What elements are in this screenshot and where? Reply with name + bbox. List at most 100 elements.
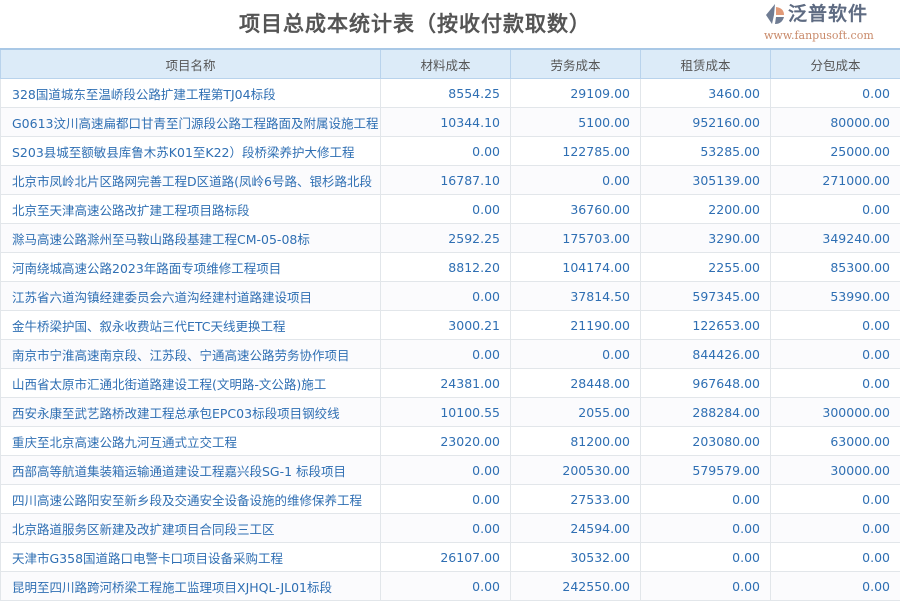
cell-project-name[interactable]: 西安永康至武艺路桥改建工程总承包EPC03标段项目钢绞线 <box>1 398 381 427</box>
cell-material-cost: 0.00 <box>381 456 511 485</box>
cell-labor-cost: 200530.00 <box>511 456 641 485</box>
cell-subcontract-cost: 271000.00 <box>771 166 900 195</box>
cell-project-name[interactable]: 西部高等航道集装箱运输通道建设工程嘉兴段SG-1 标段项目 <box>1 456 381 485</box>
cell-labor-cost: 5100.00 <box>511 108 641 137</box>
cell-subcontract-cost: 0.00 <box>771 340 900 369</box>
cell-material-cost: 0.00 <box>381 137 511 166</box>
cell-material-cost: 24381.00 <box>381 369 511 398</box>
cell-project-name[interactable]: 北京至天津高速公路改扩建工程项目路标段 <box>1 195 381 224</box>
cell-labor-cost: 37814.50 <box>511 282 641 311</box>
cell-rental-cost: 844426.00 <box>641 340 771 369</box>
cell-rental-cost: 3460.00 <box>641 79 771 108</box>
cell-rental-cost: 203080.00 <box>641 427 771 456</box>
cell-material-cost: 0.00 <box>381 514 511 543</box>
cell-rental-cost: 597345.00 <box>641 282 771 311</box>
cell-project-name[interactable]: 重庆至北京高速公路九河互通式立交工程 <box>1 427 381 456</box>
cell-material-cost: 23020.00 <box>381 427 511 456</box>
cell-labor-cost: 104174.00 <box>511 253 641 282</box>
cell-rental-cost: 0.00 <box>641 514 771 543</box>
cell-project-name[interactable]: 328国道城东至温峤段公路扩建工程第TJ04标段 <box>1 79 381 108</box>
cell-labor-cost: 81200.00 <box>511 427 641 456</box>
cell-labor-cost: 36760.00 <box>511 195 641 224</box>
cell-subcontract-cost: 80000.00 <box>771 108 900 137</box>
cell-rental-cost: 3290.00 <box>641 224 771 253</box>
cell-labor-cost: 242550.00 <box>511 572 641 601</box>
cell-project-name[interactable]: S203县城至额敏县库鲁木苏K01至K22）段桥梁养护大修工程 <box>1 137 381 166</box>
cell-labor-cost: 21190.00 <box>511 311 641 340</box>
cell-rental-cost: 305139.00 <box>641 166 771 195</box>
cell-project-name[interactable]: 金牛桥梁护国、叙永收费站三代ETC天线更换工程 <box>1 311 381 340</box>
cell-rental-cost: 122653.00 <box>641 311 771 340</box>
cell-project-name[interactable]: 北京市凤岭北片区路网完善工程D区道路(凤岭6号路、银杉路北段 <box>1 166 381 195</box>
cell-project-name[interactable]: 河南绕城高速公路2023年路面专项维修工程项目 <box>1 253 381 282</box>
cell-material-cost: 0.00 <box>381 340 511 369</box>
cost-table: 项目名称 材料成本 劳务成本 租赁成本 分包成本 328国道城东至温峤段公路扩建… <box>0 48 900 601</box>
cell-project-name[interactable]: G0613汶川高速扁都口甘青至门源段公路工程路面及附属设施工程 <box>1 108 381 137</box>
cell-subcontract-cost: 0.00 <box>771 485 900 514</box>
cell-labor-cost: 30532.00 <box>511 543 641 572</box>
cell-material-cost: 10344.10 <box>381 108 511 137</box>
cell-labor-cost: 0.00 <box>511 340 641 369</box>
cell-rental-cost: 53285.00 <box>641 137 771 166</box>
cell-subcontract-cost: 349240.00 <box>771 224 900 253</box>
cell-rental-cost: 2255.00 <box>641 253 771 282</box>
cell-subcontract-cost: 300000.00 <box>771 398 900 427</box>
cell-project-name[interactable]: 北京路道服务区新建及改扩建项目合同段三工区 <box>1 514 381 543</box>
cell-labor-cost: 28448.00 <box>511 369 641 398</box>
cell-subcontract-cost: 30000.00 <box>771 456 900 485</box>
cell-labor-cost: 2055.00 <box>511 398 641 427</box>
cell-material-cost: 0.00 <box>381 195 511 224</box>
cell-labor-cost: 27533.00 <box>511 485 641 514</box>
column-header-labor-cost[interactable]: 劳务成本 <box>511 49 641 79</box>
cell-project-name[interactable]: 天津市G358国道路口电警卡口项目设备采购工程 <box>1 543 381 572</box>
cell-labor-cost: 175703.00 <box>511 224 641 253</box>
cell-rental-cost: 0.00 <box>641 572 771 601</box>
cell-project-name[interactable]: 昆明至四川路跨河桥梁工程施工监理项目XJHQL-JL01标段 <box>1 572 381 601</box>
cell-material-cost: 10100.55 <box>381 398 511 427</box>
cell-rental-cost: 952160.00 <box>641 108 771 137</box>
cell-material-cost: 0.00 <box>381 572 511 601</box>
cell-material-cost: 8812.20 <box>381 253 511 282</box>
column-header-material-cost[interactable]: 材料成本 <box>381 49 511 79</box>
cell-subcontract-cost: 85300.00 <box>771 253 900 282</box>
page-title: 项目总成本统计表（按收付款取数） <box>0 8 830 38</box>
cell-labor-cost: 24594.00 <box>511 514 641 543</box>
column-header-subcontract-cost[interactable]: 分包成本 <box>771 49 900 79</box>
cell-rental-cost: 0.00 <box>641 543 771 572</box>
cell-rental-cost: 967648.00 <box>641 369 771 398</box>
cell-material-cost: 8554.25 <box>381 79 511 108</box>
cell-labor-cost: 29109.00 <box>511 79 641 108</box>
column-header-rental-cost[interactable]: 租赁成本 <box>641 49 771 79</box>
cell-project-name[interactable]: 四川高速公路阳安至新乡段及交通安全设备设施的维修保养工程 <box>1 485 381 514</box>
cell-material-cost: 16787.10 <box>381 166 511 195</box>
cell-project-name[interactable]: 山西省太原市汇通北街道路建设工程(文明路-文公路)施工 <box>1 369 381 398</box>
cell-material-cost: 2592.25 <box>381 224 511 253</box>
cell-subcontract-cost: 0.00 <box>771 311 900 340</box>
cell-subcontract-cost: 63000.00 <box>771 427 900 456</box>
cell-project-name[interactable]: 江苏省六道沟镇经建委员会六道沟经建村道路建设项目 <box>1 282 381 311</box>
cell-project-name[interactable]: 滁马高速公路滁州至马鞍山路段基建工程CM-05-08标 <box>1 224 381 253</box>
cell-project-name[interactable]: 南京市宁淮高速南京段、江苏段、宁通高速公路劳务协作项目 <box>1 340 381 369</box>
column-header-project-name[interactable]: 项目名称 <box>1 49 381 79</box>
cell-subcontract-cost: 0.00 <box>771 195 900 224</box>
table-header-row: 项目名称 材料成本 劳务成本 租赁成本 分包成本 <box>1 49 900 79</box>
cell-rental-cost: 0.00 <box>641 485 771 514</box>
